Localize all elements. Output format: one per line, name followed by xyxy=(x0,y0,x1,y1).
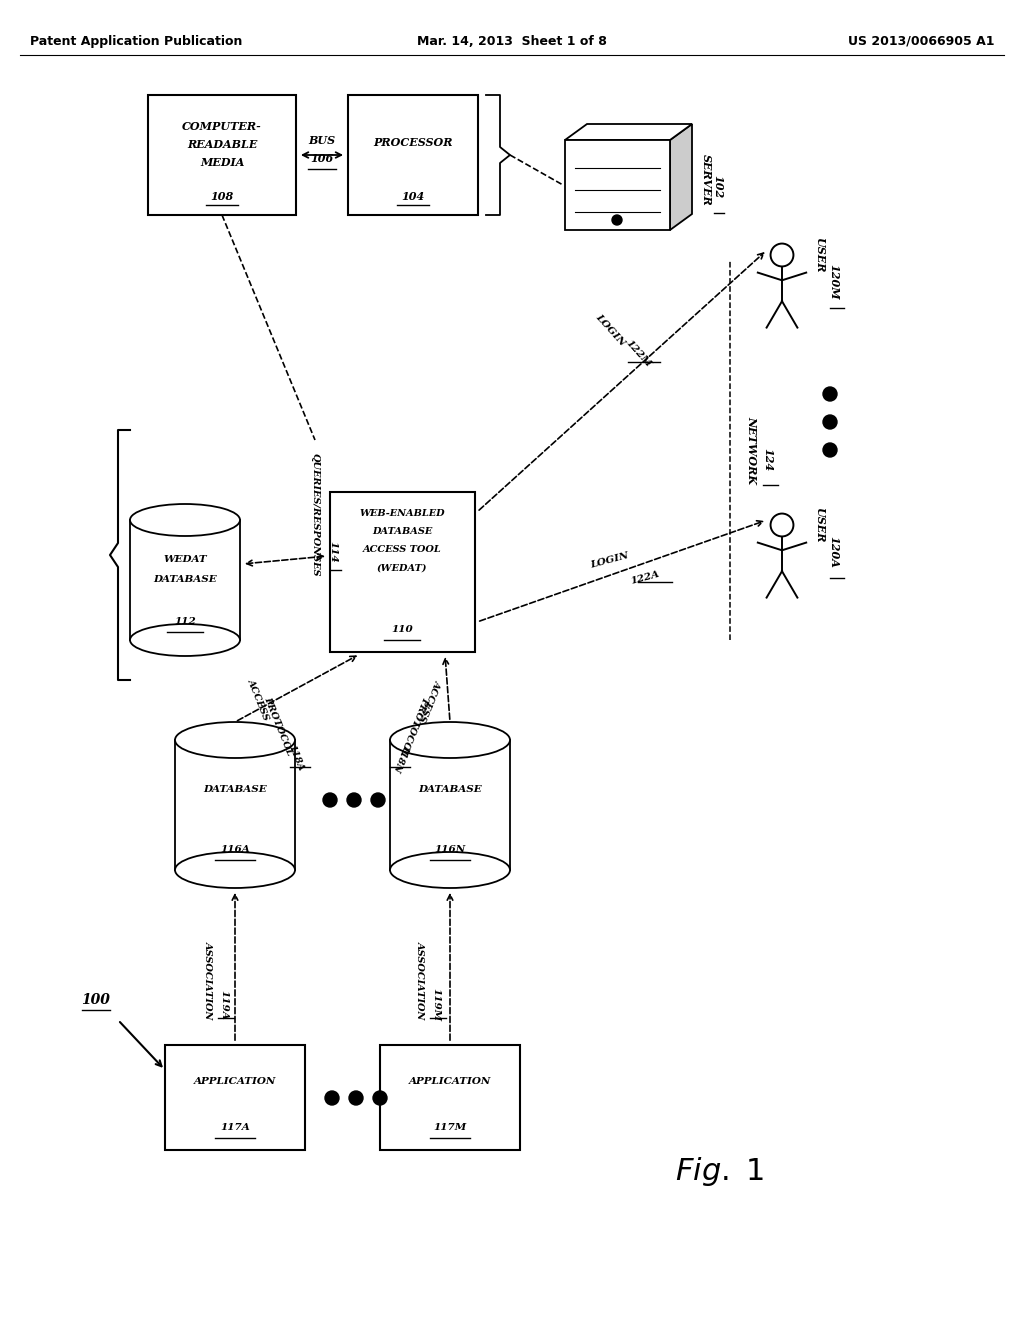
Text: 117M: 117M xyxy=(433,1123,467,1133)
Text: PROTOCOL: PROTOCOL xyxy=(262,696,294,756)
Text: PROCESSOR: PROCESSOR xyxy=(374,137,453,149)
Text: Patent Application Publication: Patent Application Publication xyxy=(30,36,243,48)
Text: WEB-ENABLED: WEB-ENABLED xyxy=(359,510,444,519)
Bar xyxy=(175,741,295,870)
Ellipse shape xyxy=(175,851,295,888)
Text: ACCESS TOOL: ACCESS TOOL xyxy=(362,545,441,554)
Text: COMPUTER-: COMPUTER- xyxy=(182,121,262,132)
Circle shape xyxy=(371,793,385,807)
Text: 100: 100 xyxy=(82,993,111,1007)
Circle shape xyxy=(349,1092,362,1105)
Text: NETWORK: NETWORK xyxy=(746,416,758,484)
Circle shape xyxy=(823,387,837,401)
Text: BUS: BUS xyxy=(308,136,336,147)
Circle shape xyxy=(323,793,337,807)
Text: (WEDAT): (WEDAT) xyxy=(377,564,427,573)
Text: ACCESS: ACCESS xyxy=(246,677,270,722)
Circle shape xyxy=(823,444,837,457)
Polygon shape xyxy=(565,124,692,140)
Text: 118N: 118N xyxy=(390,743,410,774)
Text: USER: USER xyxy=(814,507,825,543)
Text: 114: 114 xyxy=(329,541,338,562)
Text: DATABASE: DATABASE xyxy=(154,576,217,585)
Bar xyxy=(380,1045,520,1150)
Text: LOGIN: LOGIN xyxy=(594,313,627,347)
Text: 117A: 117A xyxy=(220,1123,250,1133)
Text: QUERIES/RESPONSES: QUERIES/RESPONSES xyxy=(310,453,319,577)
Ellipse shape xyxy=(130,624,240,656)
Text: READABLE: READABLE xyxy=(186,140,257,150)
Circle shape xyxy=(325,1092,339,1105)
Text: MEDIA: MEDIA xyxy=(200,157,244,169)
Text: 116A: 116A xyxy=(220,846,250,854)
Text: WEDAT: WEDAT xyxy=(163,556,207,565)
Circle shape xyxy=(770,513,794,536)
Text: ACCESS: ACCESS xyxy=(418,677,442,722)
Circle shape xyxy=(823,414,837,429)
Circle shape xyxy=(770,244,794,267)
Text: DATABASE: DATABASE xyxy=(418,785,482,795)
Bar xyxy=(165,1045,305,1150)
Text: APPLICATION: APPLICATION xyxy=(194,1077,276,1086)
Text: US 2013/0066905 A1: US 2013/0066905 A1 xyxy=(848,36,994,48)
Text: USER: USER xyxy=(814,238,825,273)
Ellipse shape xyxy=(130,504,240,536)
Text: LOGIN: LOGIN xyxy=(590,550,630,569)
Text: 122A: 122A xyxy=(630,570,660,586)
Text: 112: 112 xyxy=(174,618,196,627)
Text: DATABASE: DATABASE xyxy=(372,528,432,536)
Text: ASSOCIATION: ASSOCIATION xyxy=(416,941,425,1019)
Text: $\it{Fig.}$ $\it{1}$: $\it{Fig.}$ $\it{1}$ xyxy=(676,1155,765,1188)
Text: 106: 106 xyxy=(310,153,334,165)
Text: 119M: 119M xyxy=(431,989,440,1022)
Circle shape xyxy=(612,215,622,224)
Ellipse shape xyxy=(390,722,510,758)
Ellipse shape xyxy=(175,722,295,758)
Text: 102: 102 xyxy=(713,176,724,198)
Bar xyxy=(390,741,510,870)
Text: 108: 108 xyxy=(210,191,233,202)
Text: APPLICATION: APPLICATION xyxy=(409,1077,492,1086)
Text: 119A: 119A xyxy=(219,990,228,1020)
Text: 110: 110 xyxy=(391,626,413,635)
Bar xyxy=(348,95,478,215)
Text: 116N: 116N xyxy=(434,846,466,854)
Text: ASSOCIATION: ASSOCIATION xyxy=(204,941,213,1019)
Text: 120A: 120A xyxy=(828,536,840,568)
Text: Mar. 14, 2013  Sheet 1 of 8: Mar. 14, 2013 Sheet 1 of 8 xyxy=(417,36,607,48)
Bar xyxy=(565,140,670,230)
Circle shape xyxy=(373,1092,387,1105)
Text: 120M: 120M xyxy=(828,264,840,300)
Text: 104: 104 xyxy=(401,191,425,202)
Text: 122M: 122M xyxy=(624,339,652,370)
Ellipse shape xyxy=(390,851,510,888)
Bar xyxy=(148,95,296,215)
Text: 118A: 118A xyxy=(287,743,305,772)
Polygon shape xyxy=(670,124,692,230)
Text: SERVER: SERVER xyxy=(700,154,712,206)
Text: PROTOCOL: PROTOCOL xyxy=(398,696,430,756)
Bar xyxy=(130,520,240,640)
Text: DATABASE: DATABASE xyxy=(203,785,267,795)
Circle shape xyxy=(347,793,361,807)
Text: 124: 124 xyxy=(763,449,773,471)
Bar xyxy=(330,492,475,652)
